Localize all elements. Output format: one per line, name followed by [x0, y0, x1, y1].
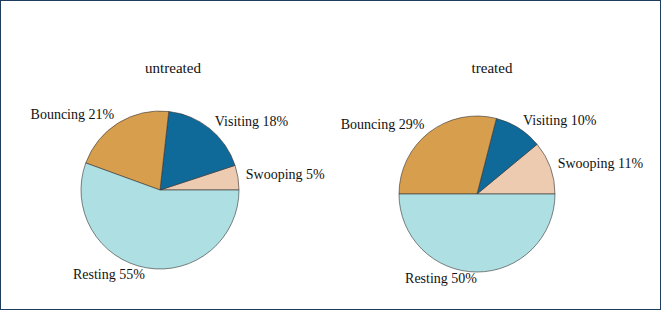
- pie-slice: [399, 194, 555, 272]
- value-text: 5%: [306, 167, 325, 182]
- slice-label: Resting 55%: [73, 267, 145, 282]
- value-text: 11%: [618, 156, 643, 171]
- category-text: Swooping: [246, 167, 303, 182]
- frame: [1, 1, 661, 310]
- slice-label: Bouncing 29%: [341, 117, 425, 132]
- chart-title: untreated: [145, 60, 201, 76]
- figure: untreated Swooping 5% Visiting 18% Bouncing…: [0, 0, 661, 310]
- pie-chart: untreated Swooping 5% Visiting 18% Bouncing…: [31, 60, 326, 282]
- slice-label: Swooping 5%: [246, 167, 325, 182]
- slice-label: Bouncing 21%: [31, 107, 115, 122]
- slice-label: Visiting 10%: [523, 113, 597, 128]
- value-text: 50%: [451, 271, 477, 286]
- value-text: 18%: [263, 114, 289, 129]
- value-text: 10%: [571, 113, 597, 128]
- pie-chart: treated Swooping 11% Visiting 10% Bouncing …: [341, 60, 644, 286]
- slice-label: Resting 50%: [405, 271, 477, 286]
- category-text: Visiting: [523, 113, 567, 128]
- value-text: 29%: [399, 117, 425, 132]
- value-text: 55%: [119, 267, 145, 282]
- category-text: Bouncing: [31, 107, 85, 122]
- pie-slice: [399, 116, 496, 194]
- category-text: Resting: [405, 271, 448, 286]
- slice-label: Swooping 11%: [558, 156, 644, 171]
- pie-slice: [81, 163, 239, 269]
- category-text: Bouncing: [341, 117, 395, 132]
- category-text: Visiting: [215, 114, 259, 129]
- category-text: Swooping: [558, 156, 615, 171]
- category-text: Resting: [73, 267, 116, 282]
- chart-title: treated: [472, 60, 513, 76]
- slice-label: Visiting 18%: [215, 114, 289, 129]
- value-text: 21%: [89, 107, 115, 122]
